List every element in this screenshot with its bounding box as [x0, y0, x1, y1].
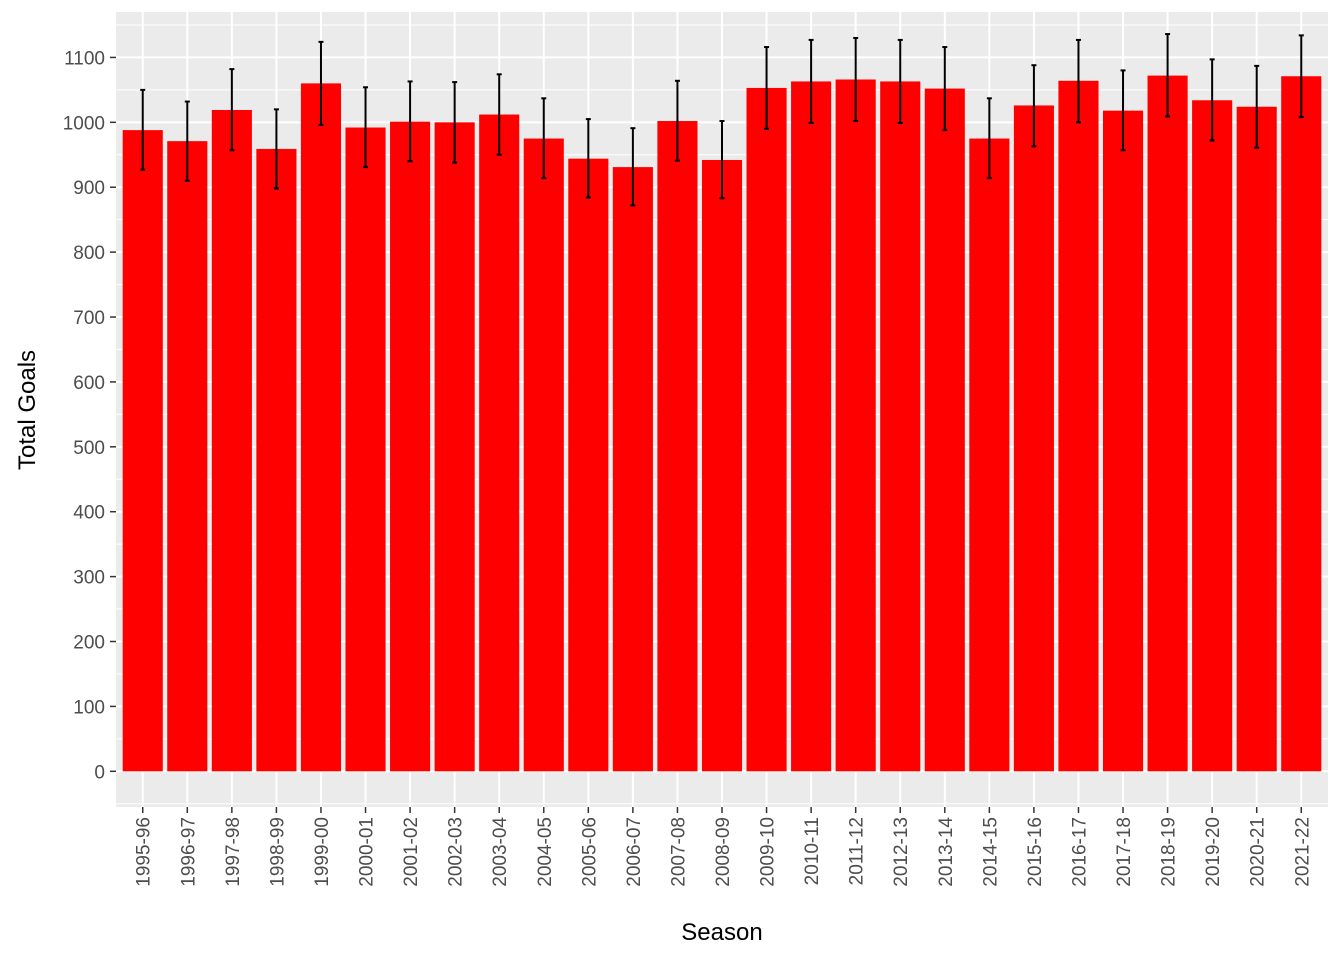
x-tick-label: 2009-10 — [758, 817, 779, 887]
bar — [835, 79, 876, 772]
x-tick-label: 2008-09 — [713, 817, 734, 887]
y-tick-label: 1100 — [64, 48, 105, 69]
bar — [568, 158, 609, 772]
x-tick-label: 2019-20 — [1203, 817, 1224, 887]
bars — [122, 75, 1322, 772]
bar — [791, 81, 832, 772]
bar — [300, 83, 342, 772]
bar — [256, 148, 297, 772]
x-tick-label: 1999-00 — [312, 817, 333, 887]
bar — [345, 127, 386, 772]
x-tick-label: 1996-97 — [178, 817, 199, 887]
y-tick-label: 0 — [94, 762, 105, 783]
bar — [1281, 76, 1322, 772]
bar — [1236, 106, 1277, 772]
bar — [523, 138, 564, 772]
y-tick-label: 900 — [73, 178, 105, 199]
bar — [479, 114, 520, 772]
bar — [1058, 80, 1099, 772]
bar — [1013, 105, 1054, 772]
y-tick-label: 100 — [73, 697, 105, 718]
bar — [612, 167, 653, 772]
y-tick-label: 1000 — [63, 113, 105, 134]
x-tick-label: 2018-19 — [1159, 817, 1180, 887]
y-tick-label: 800 — [73, 243, 105, 264]
x-tick-label: 2010-11 — [802, 817, 823, 885]
bar — [880, 81, 921, 772]
error-bars — [140, 33, 1304, 207]
y-axis-title: Total Goals — [14, 350, 41, 470]
bar — [1102, 110, 1144, 772]
bar — [969, 138, 1010, 772]
bar — [701, 159, 743, 772]
x-tick-label: 2004-05 — [535, 817, 556, 887]
x-tick-label: 2021-22 — [1292, 817, 1313, 887]
x-tick-label: 2006-07 — [624, 817, 645, 887]
bar — [924, 88, 965, 772]
bar — [657, 121, 698, 772]
bar — [1147, 75, 1188, 772]
y-tick-label: 500 — [73, 438, 105, 459]
bar — [390, 121, 431, 772]
bar — [746, 87, 787, 772]
bar — [1192, 100, 1233, 772]
bar — [167, 141, 208, 772]
x-tick-label: 1995-96 — [134, 817, 155, 887]
bar — [211, 109, 252, 772]
bar — [434, 122, 475, 772]
x-tick-label: 2007-08 — [668, 817, 689, 887]
x-tick-label: 1998-99 — [267, 817, 288, 887]
y-tick-label: 200 — [73, 633, 105, 654]
x-tick-label: 2020-21 — [1248, 817, 1269, 887]
x-tick-label: 2002-03 — [446, 817, 467, 887]
x-axis: 1995-96 1996-97 1997-98 1998-99 1999-00 2000-… — [134, 807, 1313, 887]
x-tick-label: 2013-14 — [936, 817, 957, 887]
x-tick-label: 2017-18 — [1114, 817, 1135, 887]
x-tick-label: 2003-04 — [490, 817, 511, 887]
x-tick-label: 1997-98 — [223, 817, 244, 887]
x-tick-label: 2005-06 — [579, 817, 600, 887]
x-tick-label: 2015-16 — [1025, 817, 1046, 887]
y-tick-label: 600 — [73, 373, 105, 394]
bar — [122, 130, 163, 772]
y-tick-label: 400 — [73, 503, 105, 524]
x-axis-title: Season — [681, 919, 762, 946]
x-tick-label: 2012-13 — [891, 817, 912, 887]
y-tick-label: 300 — [73, 568, 105, 589]
y-axis: 0 100 200 300 400 500 600 700 800 900 1000 1100 — [63, 48, 116, 783]
x-tick-label: 2001-02 — [401, 817, 422, 887]
x-tick-label: 2011-12 — [847, 817, 868, 885]
x-tick-label: 2016-17 — [1069, 817, 1090, 887]
y-tick-label: 700 — [73, 308, 105, 329]
x-tick-label: 2014-15 — [980, 817, 1001, 887]
x-tick-label: 2000-01 — [357, 817, 378, 887]
